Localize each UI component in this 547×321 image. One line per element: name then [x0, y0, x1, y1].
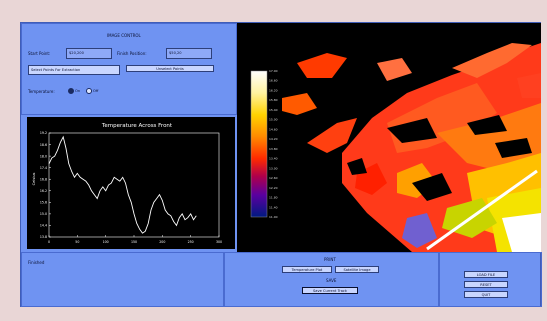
colorbar-tick-label: 15.80 — [269, 98, 278, 102]
x-tick-label: 150 — [131, 240, 137, 244]
save-current-track-button[interactable]: Save Current Track — [302, 287, 358, 294]
unselect-points-button[interactable]: Unselect Points — [126, 65, 214, 72]
plot-frame — [48, 132, 220, 238]
y-tick-label: 14.4 — [40, 224, 47, 228]
colorbar-tick-label: 17.00 — [269, 69, 278, 73]
y-tick-label: 16.8 — [40, 177, 47, 181]
image-control-panel: IMAGE CONTROL Start Point: $20,200 Finis… — [21, 23, 237, 115]
colorbar-tick-label: 11.80 — [269, 196, 278, 200]
chart-ylabel: Celsius — [32, 173, 36, 186]
colorbar-tick-label: 13.80 — [269, 147, 278, 151]
radio-selected-icon — [68, 88, 74, 94]
colorbar-tick-label: 16.20 — [269, 88, 278, 92]
reset-button[interactable]: RESET — [464, 281, 508, 288]
x-tick-label: 200 — [159, 240, 165, 244]
y-tick-label: 13.8 — [40, 235, 47, 239]
temperature-chart-panel: Temperature Across Front Celsius 0 50 100 1… — [27, 117, 235, 249]
cloud-mask — [347, 115, 532, 201]
start-point-field[interactable]: $20,200 — [66, 48, 112, 59]
colorbar — [250, 70, 268, 218]
temperature-off-radio[interactable]: Off — [86, 88, 98, 94]
temperature-plot-button[interactable]: Temperature Plot — [282, 266, 332, 273]
application-window: IMAGE CONTROL Start Point: $20,200 Finis… — [20, 22, 542, 307]
finish-position-label: Finish Position: — [117, 51, 147, 56]
colorbar-tick-label: 15.40 — [269, 108, 278, 112]
ocean-temperature-field — [282, 43, 541, 252]
colorbar-tick-label: 16.60 — [269, 79, 278, 83]
chart-title: Temperature Across Front — [101, 123, 173, 129]
select-points-button[interactable]: Select Points For Extraction — [28, 65, 120, 75]
colorbar-tick-label: 11.00 — [269, 215, 278, 219]
satellite-image-panel: 17.00 16.60 16.20 15.80 15.40 15.00 14.60 14.20… — [237, 23, 541, 252]
x-tick-label: 100 — [103, 240, 109, 244]
satellite-image[interactable]: 17.00 16.60 16.20 15.80 15.40 15.00 14.60 14.20… — [237, 23, 541, 252]
colorbar-tick-label: 14.20 — [269, 137, 278, 141]
quit-button[interactable]: QUIT — [464, 291, 508, 298]
y-tick-label: 15.0 — [40, 212, 47, 216]
temperature-off-label: Off — [93, 89, 99, 93]
y-tick-label: 16.2 — [40, 189, 47, 193]
y-tick-label: 18.0 — [40, 154, 47, 158]
colorbar-tick-label: 13.00 — [269, 166, 278, 170]
image-control-title: IMAGE CONTROL — [107, 33, 141, 38]
load-file-button[interactable]: LOAD FILE — [464, 271, 508, 278]
x-tick-label: 50 — [75, 240, 79, 244]
temperature-on-radio[interactable]: On — [68, 88, 80, 94]
colorbar-tick-label: 12.20 — [269, 186, 278, 190]
radio-unselected-icon — [86, 88, 92, 94]
finish-position-field[interactable]: $50,20 — [166, 48, 212, 59]
satellite-image-button[interactable]: Satellite Image — [335, 266, 379, 273]
y-tick-label: 19.2 — [40, 131, 47, 135]
x-tick-label: 250 — [188, 240, 194, 244]
temperature-on-label: On — [75, 89, 81, 93]
colorbar-tick-label: 11.40 — [269, 205, 278, 209]
temperature-label: Temperature: — [28, 89, 55, 94]
status-panel: Finished — [21, 252, 224, 307]
y-tick-label: 18.6 — [40, 143, 47, 147]
colorbar-tick-label: 12.60 — [269, 176, 278, 180]
y-tick-label: 17.4 — [40, 166, 47, 170]
x-tick-label: 300 — [216, 240, 222, 244]
temperature-series-line — [48, 135, 197, 234]
actions-panel: LOAD FILE RESET QUIT — [439, 252, 542, 307]
save-title: SAVE — [326, 278, 337, 283]
y-tick-label: 15.6 — [40, 201, 47, 205]
temperature-chart: Temperature Across Front Celsius 0 50 100 1… — [32, 123, 222, 244]
print-title: PRINT — [324, 257, 336, 262]
status-text: Finished — [28, 260, 45, 265]
print-save-panel: PRINT Temperature Plot Satellite Image S… — [224, 252, 439, 307]
x-tick-label: 0 — [48, 240, 50, 244]
colorbar-tick-label: 15.00 — [269, 118, 278, 122]
transect-line[interactable] — [426, 169, 538, 251]
colorbar-tick-label: 14.60 — [269, 127, 278, 131]
start-point-label: Start Point: — [28, 51, 51, 56]
colorbar-tick-label: 13.40 — [269, 157, 278, 161]
